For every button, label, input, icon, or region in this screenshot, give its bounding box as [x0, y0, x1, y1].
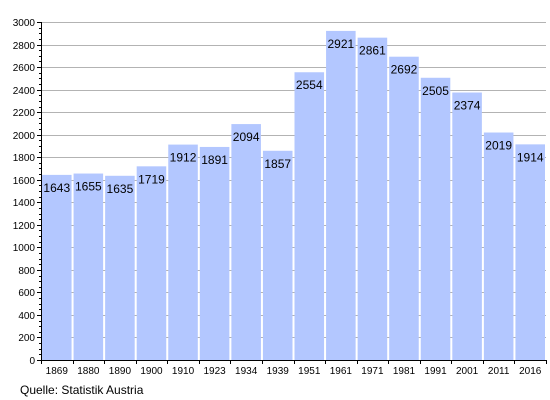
bar [483, 132, 514, 360]
x-tick-label: 1923 [203, 366, 226, 377]
y-tick-label: 400 [18, 311, 35, 322]
bar [294, 72, 325, 361]
data-label: 1719 [138, 172, 165, 186]
data-label: 2692 [391, 63, 418, 77]
data-label: 2921 [327, 37, 354, 51]
y-tick-label: 2800 [13, 41, 36, 52]
x-tick-label: 1910 [172, 366, 195, 377]
bar [136, 166, 167, 360]
bar [389, 56, 419, 361]
bars [42, 30, 545, 361]
x-tick-label: 1900 [140, 366, 163, 377]
y-tick-label: 1000 [13, 243, 36, 254]
x-tick-label: 1971 [361, 366, 384, 377]
y-tick-label: 2600 [13, 63, 36, 74]
x-tick-label: 1991 [424, 366, 447, 377]
data-label: 2374 [454, 99, 481, 113]
y-tick-label: 1800 [13, 153, 36, 164]
data-label: 2019 [485, 139, 512, 153]
x-tick-label: 1880 [77, 366, 100, 377]
bar [42, 174, 72, 360]
x-tick-label: 2011 [488, 366, 510, 377]
y-tick-label: 800 [18, 266, 35, 277]
x-tick-label: 1951 [298, 366, 321, 377]
bar [357, 37, 388, 360]
x-tick-label: 1934 [235, 366, 258, 377]
x-tick-label: 1890 [109, 366, 132, 377]
y-tick-label: 600 [18, 288, 35, 299]
data-label: 2861 [359, 44, 386, 58]
x-tick-label: 1939 [267, 366, 290, 377]
data-label: 1643 [43, 181, 70, 195]
data-label: 1914 [517, 150, 544, 164]
labels: 0 200 400 600 800 1000 1200 1400 1600 1800 2000 220… [13, 18, 544, 377]
y-tick-label: 1400 [13, 198, 36, 209]
y-tick-label: 200 [18, 333, 35, 344]
bar [515, 144, 545, 360]
bar [105, 175, 135, 360]
x-tick-label: 1961 [330, 366, 353, 377]
y-tick-label: 2400 [13, 86, 36, 97]
data-label: 1891 [201, 153, 228, 167]
bar [326, 30, 356, 361]
data-label: 1655 [75, 180, 102, 194]
x-tick-label: 1981 [393, 366, 416, 377]
data-label: 1857 [264, 157, 291, 171]
y-tick-label: 1600 [13, 176, 36, 187]
x-tick-label: 1869 [46, 366, 69, 377]
bar [231, 124, 261, 361]
x-tick-label: 2016 [519, 366, 542, 377]
bar [452, 92, 482, 361]
data-label: 2094 [233, 130, 260, 144]
data-label: 1635 [107, 182, 134, 196]
y-tick-label: 2200 [13, 108, 36, 119]
bar [199, 146, 230, 360]
axes [37, 22, 547, 364]
y-tick-label: 0 [29, 356, 35, 367]
x-tick-label: 2001 [456, 366, 479, 377]
source-note: Quelle: Statistik Austria [20, 383, 144, 397]
y-tick-label: 2000 [13, 131, 36, 142]
bar [168, 144, 198, 360]
y-tick-label: 1200 [13, 221, 36, 232]
bar [262, 150, 293, 360]
data-label: 2554 [296, 78, 323, 92]
data-label: 1912 [170, 151, 197, 165]
bar [420, 77, 451, 361]
y-tick-label: 3000 [13, 18, 36, 29]
data-label: 2505 [422, 84, 449, 98]
bar [73, 173, 104, 360]
